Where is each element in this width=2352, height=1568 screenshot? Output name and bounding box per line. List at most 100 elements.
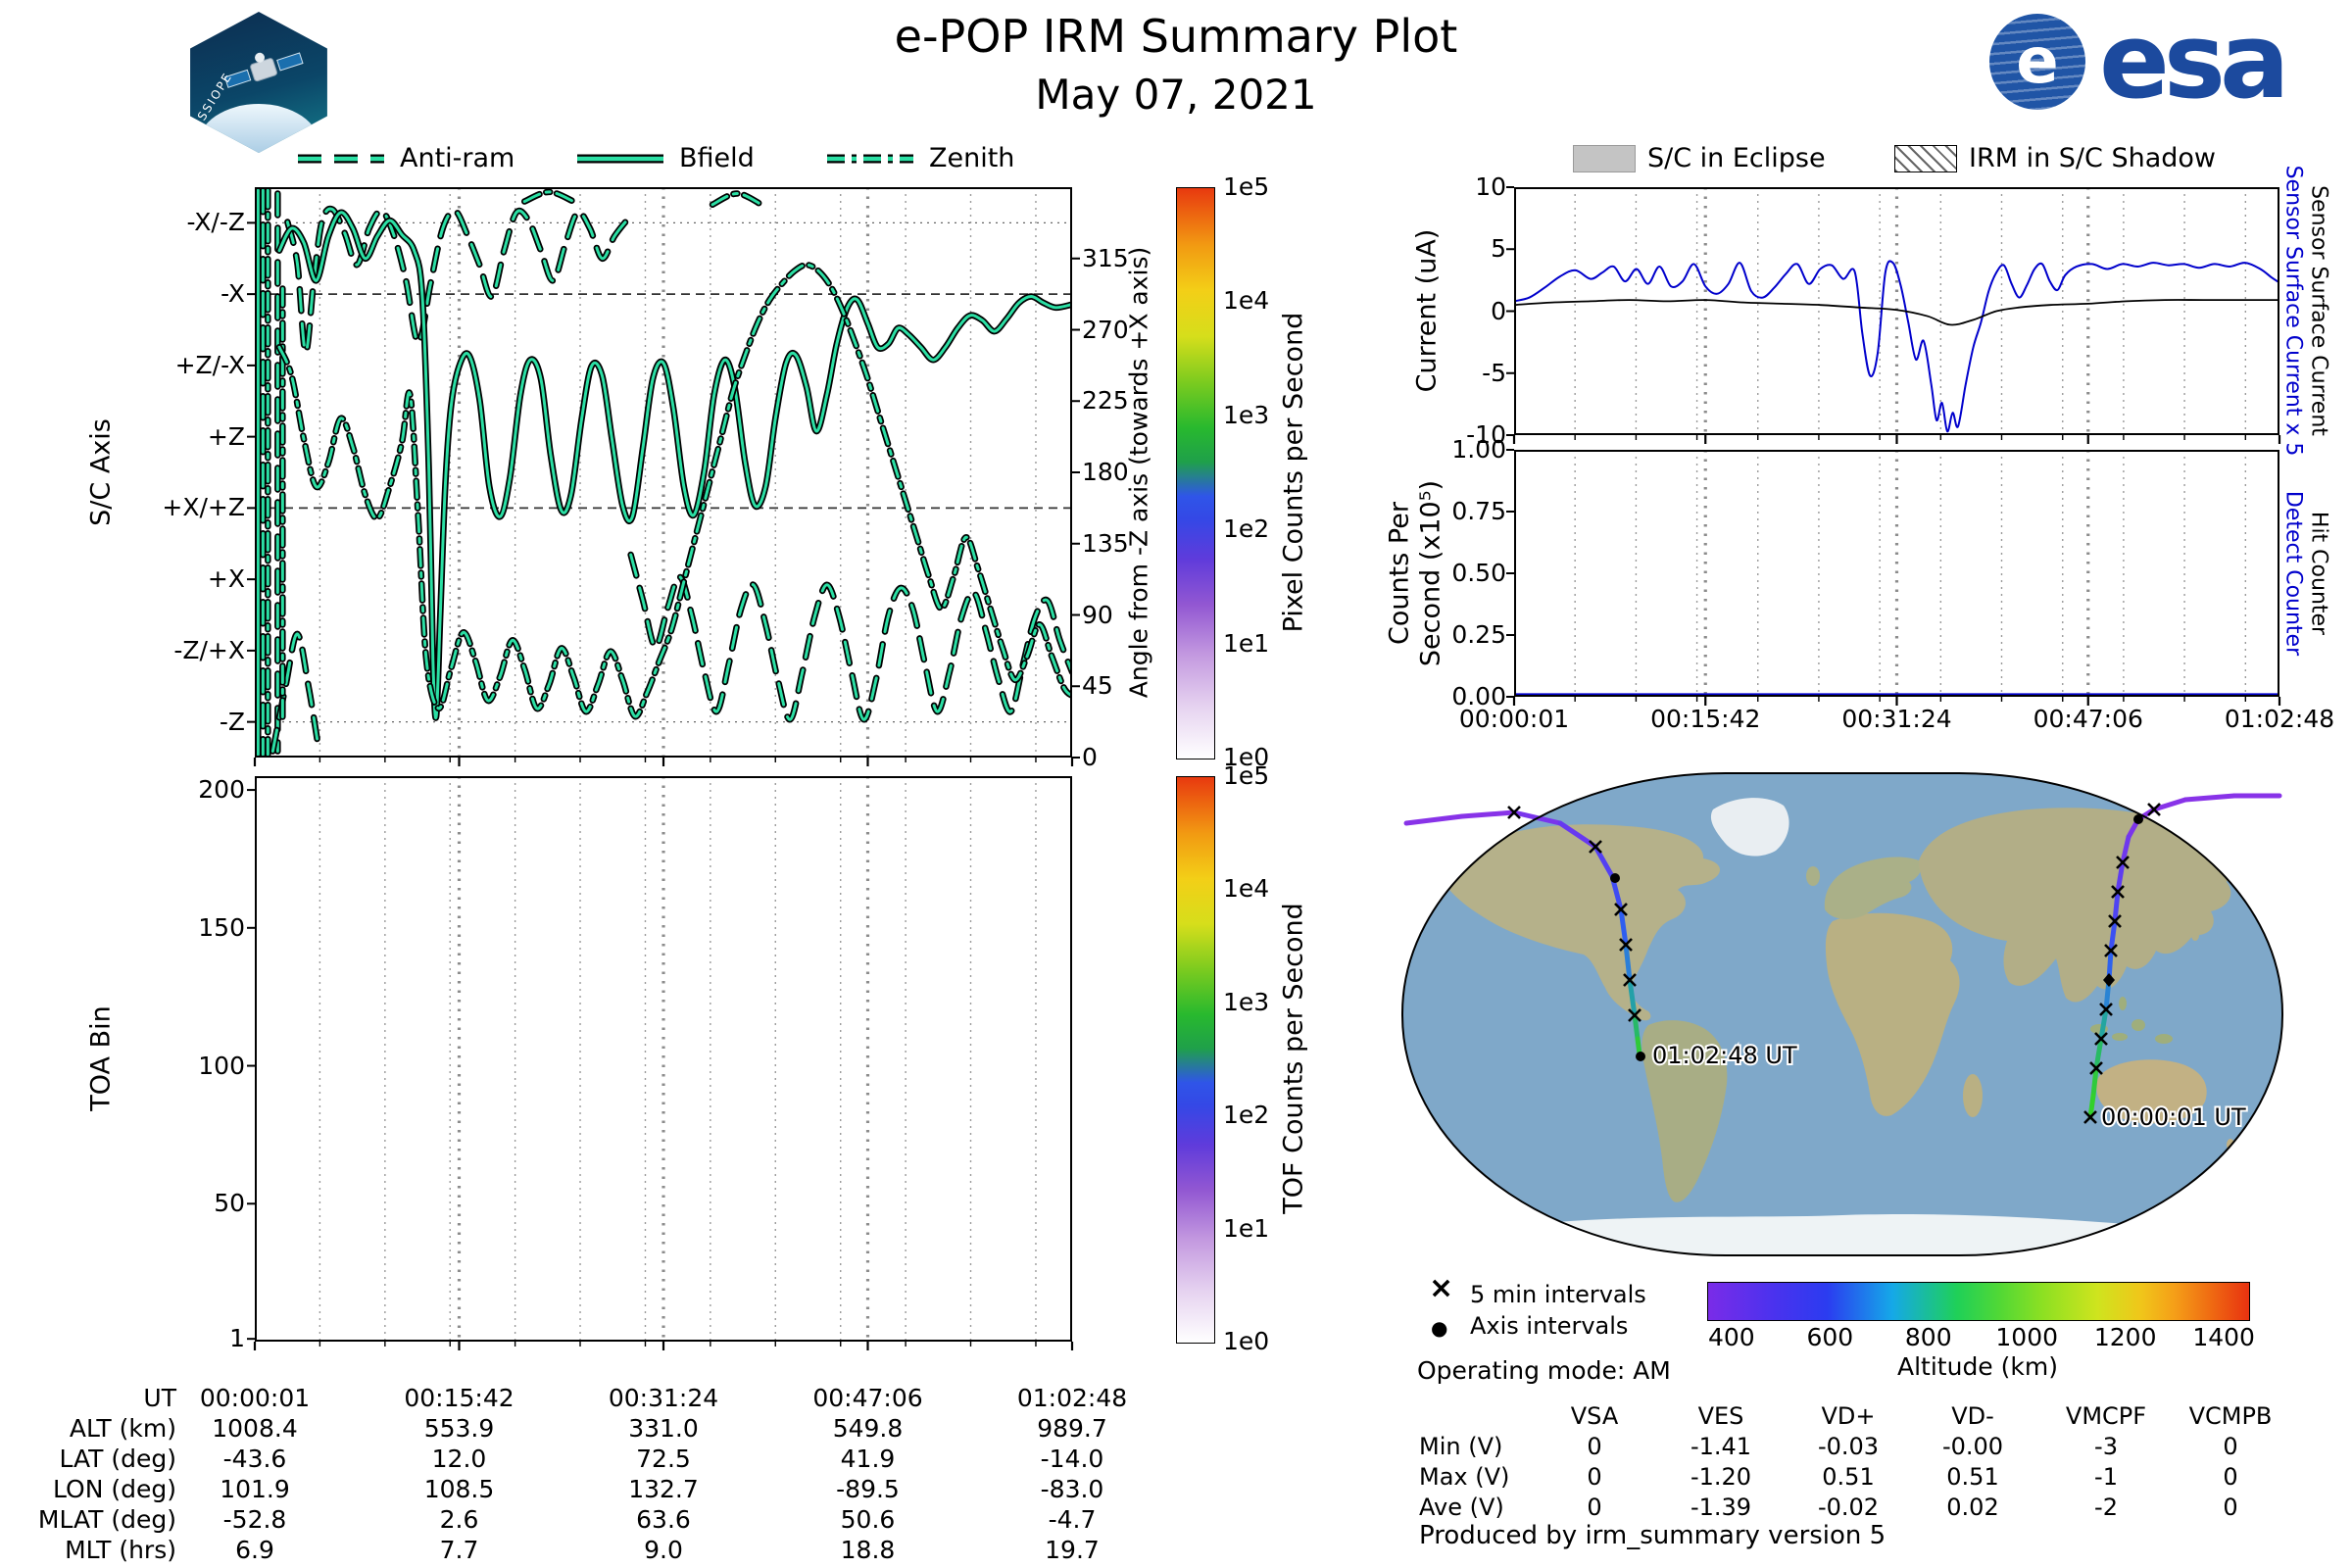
sc-ytick-right: 315 — [1082, 243, 1129, 272]
altitude-tick: 600 — [1806, 1323, 1854, 1351]
continent-europe — [1824, 857, 1922, 919]
tof-colorbar-tick: 1e3 — [1223, 987, 1270, 1016]
ephemeris-cell: 553.9 — [423, 1414, 495, 1443]
continent-south-america — [1642, 1020, 1728, 1202]
altitude-tick: 1000 — [1995, 1323, 2059, 1351]
current-ytick: 5 — [1491, 234, 1506, 264]
sc-axis-ylabel: S/C Axis — [85, 418, 117, 526]
legend-item-zenith: Zenith — [823, 143, 1014, 173]
island-borneo — [2132, 1019, 2145, 1031]
ephemeris-cell: -14.0 — [1040, 1445, 1104, 1473]
dot-marker-label: Axis intervals — [1470, 1312, 1629, 1340]
produced-by-note: Produced by irm_summary version 5 — [1419, 1521, 1886, 1550]
voltage-cell: -0.00 — [1941, 1433, 2004, 1460]
voltage-cell: -0.02 — [1817, 1494, 1880, 1521]
ground-track-map: 01:02:48 UT 00:00:01 UT — [1401, 772, 2283, 1256]
sc-ytick-right: 45 — [1082, 671, 1113, 701]
continent-australia — [2096, 1059, 2207, 1124]
ephemeris-cell: 9.0 — [644, 1536, 683, 1564]
ephemeris-cell: 989.7 — [1037, 1414, 1107, 1443]
tof-colorbar-tick: 1e2 — [1223, 1101, 1270, 1130]
counts-ytick: 0.25 — [1451, 620, 1506, 649]
continent-greenland — [1710, 798, 1789, 857]
current-plot-canvas — [1506, 186, 2281, 444]
sc-axis-plot-canvas — [247, 187, 1080, 766]
altitude-tick: 1200 — [2093, 1323, 2157, 1351]
ephemeris-cell: 41.9 — [840, 1445, 896, 1473]
sc-ytick-left: -Z/+X — [173, 635, 245, 664]
sc-ytick-right: 270 — [1082, 315, 1129, 344]
toa-ytick: 150 — [198, 912, 245, 942]
toa-ylabel: TOA Bin — [85, 1005, 117, 1111]
ephemeris-cell: 132.7 — [628, 1475, 699, 1503]
pixel-colorbar-tick: 1e3 — [1223, 400, 1270, 429]
ephemeris-cell: 1008.4 — [212, 1414, 298, 1443]
altitude-tick: 800 — [1904, 1323, 1952, 1351]
page-title: e-POP IRM Summary Plot — [894, 10, 1458, 63]
ephemeris-row-label: ALT (km) — [69, 1414, 176, 1443]
voltage-cell: -1.39 — [1690, 1494, 1752, 1521]
legend-item-shadow: IRM in S/C Shadow — [1894, 143, 2216, 173]
sc-axis-plot — [247, 187, 1080, 766]
page-date: May 07, 2021 — [1035, 71, 1317, 119]
sc-ytick-left: +Z/-X — [174, 350, 245, 379]
island-britain — [1806, 866, 1820, 886]
ephemeris-cell: 19.7 — [1045, 1536, 1100, 1564]
altitude-tick: 1400 — [2192, 1323, 2255, 1351]
current-ytick: 0 — [1491, 296, 1506, 325]
tof-colorbar-tick: 1e5 — [1223, 761, 1270, 790]
toa-ytick: 50 — [214, 1189, 245, 1218]
current-ytick: 10 — [1475, 172, 1506, 201]
legend-label-zenith: Zenith — [929, 143, 1015, 173]
voltage-cell: 0.02 — [1946, 1494, 1999, 1521]
operating-mode: Operating mode: AM — [1417, 1356, 1671, 1385]
counts-ytick: 1.00 — [1451, 435, 1506, 464]
legend-label-eclipse: S/C in Eclipse — [1647, 143, 1826, 173]
legend-label-anti-ram: Anti-ram — [400, 143, 515, 173]
pixel-colorbar-tick: 1e0 — [1223, 743, 1270, 771]
sc-ytick-left: -Z — [219, 707, 245, 736]
ephemeris-cell: 101.9 — [220, 1475, 290, 1503]
voltage-cell: 0 — [2223, 1494, 2238, 1521]
altitude-colorbar-label: Altitude (km) — [1897, 1352, 2058, 1381]
ephemeris-cell: 7.7 — [439, 1536, 479, 1564]
bfield-line-sample — [577, 154, 663, 163]
tof-colorbar-label: TOF Counts per Second — [1278, 903, 1309, 1214]
legend-label-bfield: Bfield — [679, 143, 755, 173]
current-right-label-blue: Sensor Surface Current x 5 — [2280, 165, 2306, 457]
voltage-row-label: Max (V) — [1419, 1463, 1510, 1491]
sc-ytick-left: -X/-Z — [186, 208, 245, 237]
continent-north-america — [1440, 824, 1721, 1021]
island-philippines — [2119, 997, 2127, 1010]
current-ytick: -5 — [1482, 358, 1506, 387]
tof-colorbar-tick: 1e4 — [1223, 874, 1270, 904]
ephemeris-cell: 549.8 — [832, 1414, 904, 1443]
voltage-cell: -3 — [2094, 1433, 2118, 1460]
tof-colorbar-tick: 1e0 — [1223, 1327, 1270, 1355]
counts-ytick: 0.50 — [1451, 559, 1506, 587]
voltage-column-header: VMCPF — [2065, 1402, 2147, 1430]
track-time-label-end: 01:02:48 UT — [1652, 1042, 1797, 1069]
sc-ytick-right: 135 — [1082, 528, 1129, 558]
toa-ytick: 200 — [198, 775, 245, 805]
voltage-column-header: VD- — [1951, 1402, 1994, 1430]
ephemeris-cell: 6.9 — [235, 1536, 274, 1564]
voltage-column-header: VD+ — [1821, 1402, 1876, 1430]
ephemeris-cell: 331.0 — [628, 1414, 699, 1443]
ephemeris-cell: 50.6 — [840, 1505, 896, 1534]
counts-ytick: 0.00 — [1451, 682, 1506, 710]
sc-ytick-right: 0 — [1082, 743, 1098, 771]
ephemeris-cell: -83.0 — [1040, 1475, 1104, 1503]
pixel-colorbar-tick: 1e2 — [1223, 514, 1270, 544]
ephemeris-cell: 108.5 — [423, 1475, 495, 1503]
ephemeris-cell: 00:47:06 — [812, 1384, 923, 1412]
counts-ytick: 0.75 — [1451, 497, 1506, 525]
map-frame — [1401, 772, 2283, 1256]
island-madagascar — [1963, 1074, 1983, 1117]
pixel-colorbar-gradient — [1177, 188, 1214, 759]
ephemeris-row-label: UT — [143, 1384, 176, 1412]
ephemeris-row-label: LAT (deg) — [59, 1445, 176, 1473]
altitude-colorbar — [1707, 1282, 2250, 1321]
voltage-column-header: VCMPB — [2188, 1402, 2273, 1430]
sc-ytick-left: +Z — [207, 421, 245, 451]
